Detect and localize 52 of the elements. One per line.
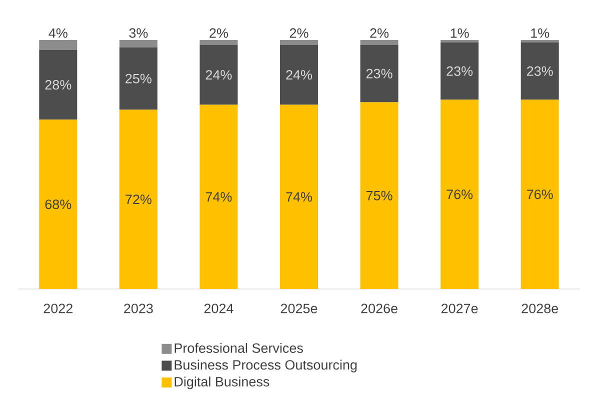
legend-label: Business Process Outsourcing [174,360,357,372]
data-label: 72% [126,194,152,204]
bar [200,44,238,105]
bar [440,42,479,100]
x-tick-label: 2023 [124,304,153,314]
bar [119,40,158,48]
bar [39,50,78,120]
data-label: 25% [126,74,152,84]
data-label: 4% [48,28,68,38]
legend-label: Professional Services [174,342,303,353]
bar [39,40,78,50]
x-tick-label: 2022 [44,304,72,314]
data-label: 74% [286,192,312,202]
data-label: 23% [446,66,473,76]
data-label: 1% [450,28,469,38]
bar [520,100,559,289]
x-tick-label: 2024 [204,304,234,314]
bar [280,104,318,289]
legend-label: Digital Business [174,376,270,390]
x-tick-label: 2026e [361,304,398,314]
data-label: 23% [366,68,392,78]
bar [520,40,559,42]
data-label: 28% [45,80,72,90]
bar [280,40,318,45]
bar [440,40,479,42]
data-label: 74% [206,192,232,202]
data-label: 24% [286,70,312,80]
bar [360,40,398,45]
data-label: 24% [206,70,232,80]
data-label: 2% [370,28,389,38]
bar [440,100,479,289]
bar [200,40,238,45]
bar [119,110,158,289]
data-label: 23% [527,66,553,76]
bar [119,47,158,110]
data-label: 1% [531,28,550,38]
data-label: 2% [210,28,228,38]
x-tick-label: 2028e [522,304,558,314]
data-label: 3% [129,28,148,38]
data-label: 76% [446,190,473,200]
bar [360,44,398,102]
x-tick-label: 2025e [280,304,318,314]
bar [200,104,238,289]
bar [360,102,398,289]
bar [39,120,78,289]
data-label: 75% [366,190,392,200]
x-tick-label: 2027e [441,304,478,314]
bar [520,42,559,100]
data-label: 2% [290,28,308,38]
data-label: 76% [527,190,553,200]
data-label: 68% [45,200,72,210]
bar [280,44,318,105]
